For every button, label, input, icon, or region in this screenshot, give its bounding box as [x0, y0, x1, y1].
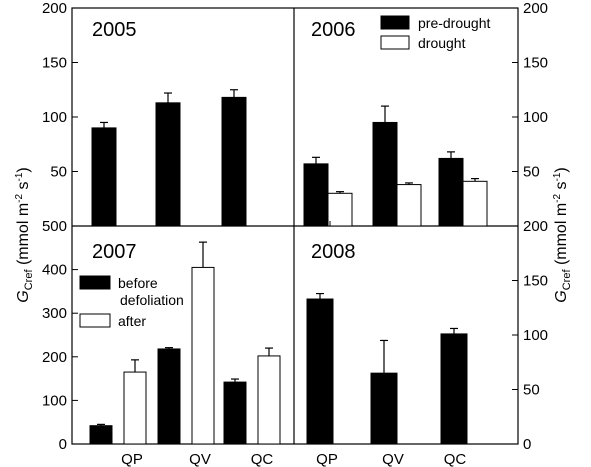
bar-2007-QP-before-defoliation — [89, 425, 113, 445]
y-tick-label-2007: 400 — [42, 262, 67, 279]
legend-label-2006: pre-drought — [418, 15, 490, 31]
legend-label-2007: before — [118, 275, 158, 291]
bar-2005-QP — [91, 127, 117, 227]
bar-2006-QC-drought — [462, 180, 488, 227]
axis-title-units: s — [553, 181, 570, 193]
y-tick-label-2007: 200 — [42, 349, 67, 366]
axis-titles: GCref (mmol m-2 s-1) GCref (mmol m-2 s-1… — [14, 167, 573, 302]
legend-swatch-2006 — [380, 15, 410, 30]
bar-2005-QC — [221, 96, 247, 227]
y-tick-label-2006: 50 — [523, 164, 540, 181]
y-tick-label-2005: 150 — [42, 55, 67, 72]
x-tick-label-right: QV — [382, 451, 404, 467]
legend-swatch-2006 — [380, 35, 410, 50]
panel-title-2005: 2005 — [92, 19, 137, 41]
y-tick-label-2008: 200 — [523, 218, 548, 235]
legend-swatch-2007 — [79, 275, 111, 290]
x-tick-label-right: QC — [444, 451, 467, 467]
y-tick-label-2008: 100 — [523, 327, 548, 344]
legend-label-2006: drought — [418, 35, 466, 51]
y-tick-label-2007: 300 — [42, 305, 67, 322]
axis-title-units: s — [15, 181, 32, 193]
axis-title-subscript: Cref — [23, 269, 35, 291]
y-tick-label-2005: 200 — [42, 0, 67, 17]
bar-2008-QC — [440, 333, 468, 445]
bar-2007-QC-after — [257, 355, 281, 445]
bar-2007-QV-after — [191, 266, 215, 445]
legend-swatch-2007 — [79, 313, 111, 328]
legend-label-2007: after — [118, 313, 146, 329]
y-tick-label-2007: 0 — [59, 436, 67, 453]
y-tick-label-2005: 100 — [42, 109, 67, 126]
y-tick-label-2006: 100 — [523, 109, 548, 126]
bar-2007-QV-before-defoliation — [157, 348, 181, 445]
bar-2007-QP-after — [123, 371, 147, 445]
bar-2006-QP-pre-drought — [303, 163, 329, 227]
bar-2006-QP-drought — [327, 192, 353, 227]
bar-2008-QV — [370, 372, 398, 445]
y-axis-title-right: GCref (mmol m-2 s-1) — [552, 167, 573, 302]
axis-title-units: ) — [553, 167, 570, 172]
y-tick-label-2007: 500 — [42, 218, 67, 235]
legend-label-2007: defoliation — [120, 292, 184, 308]
y-tick-label-2005: 50 — [50, 164, 67, 181]
axis-title-exponent: -2 — [552, 194, 563, 203]
bar-2005-QV — [155, 102, 181, 227]
y-tick-label-2006: 150 — [523, 55, 548, 72]
panel-title-2007: 2007 — [92, 241, 137, 263]
x-tick-label-left: QV — [189, 451, 211, 467]
bar-2006-QC-pre-drought — [438, 157, 464, 227]
plot-layer: 2005 50 100 150 200 2006 50 100 150 200 2007 0 100 20… — [42, 0, 548, 467]
axis-title-units: (mmol m — [15, 203, 32, 270]
y-tick-label-2008: 150 — [523, 273, 548, 290]
axis-title-units: (mmol m — [553, 203, 570, 270]
panel-title-2008: 2008 — [311, 241, 356, 263]
x-tick-label-left: QC — [251, 451, 274, 467]
y-tick-label-2006: 200 — [523, 0, 548, 17]
axis-title-symbol: G — [15, 290, 32, 302]
bar-2006-QV-pre-drought — [372, 121, 398, 227]
bar-2008-QP — [306, 298, 334, 445]
bar-2006-QV-drought — [396, 184, 422, 227]
axis-title-exponent: -2 — [14, 194, 25, 203]
x-tick-label-right: QP — [316, 451, 338, 467]
axis-title-exponent: -1 — [14, 172, 25, 181]
axis-title-subscript: Cref — [561, 269, 573, 291]
bar-2007-QC-before-defoliation — [223, 381, 247, 445]
axis-title-exponent: -1 — [552, 172, 563, 181]
y-tick-label-2008: 0 — [523, 436, 531, 453]
y-axis-title-left: GCref (mmol m-2 s-1) — [14, 167, 35, 302]
x-tick-label-left: QP — [121, 451, 143, 467]
axis-title-units: ) — [15, 167, 32, 172]
axis-title-symbol: G — [553, 290, 570, 302]
panel-title-2006: 2006 — [311, 19, 356, 41]
y-tick-label-2008: 50 — [523, 382, 540, 399]
y-tick-label-2007: 100 — [42, 392, 67, 409]
